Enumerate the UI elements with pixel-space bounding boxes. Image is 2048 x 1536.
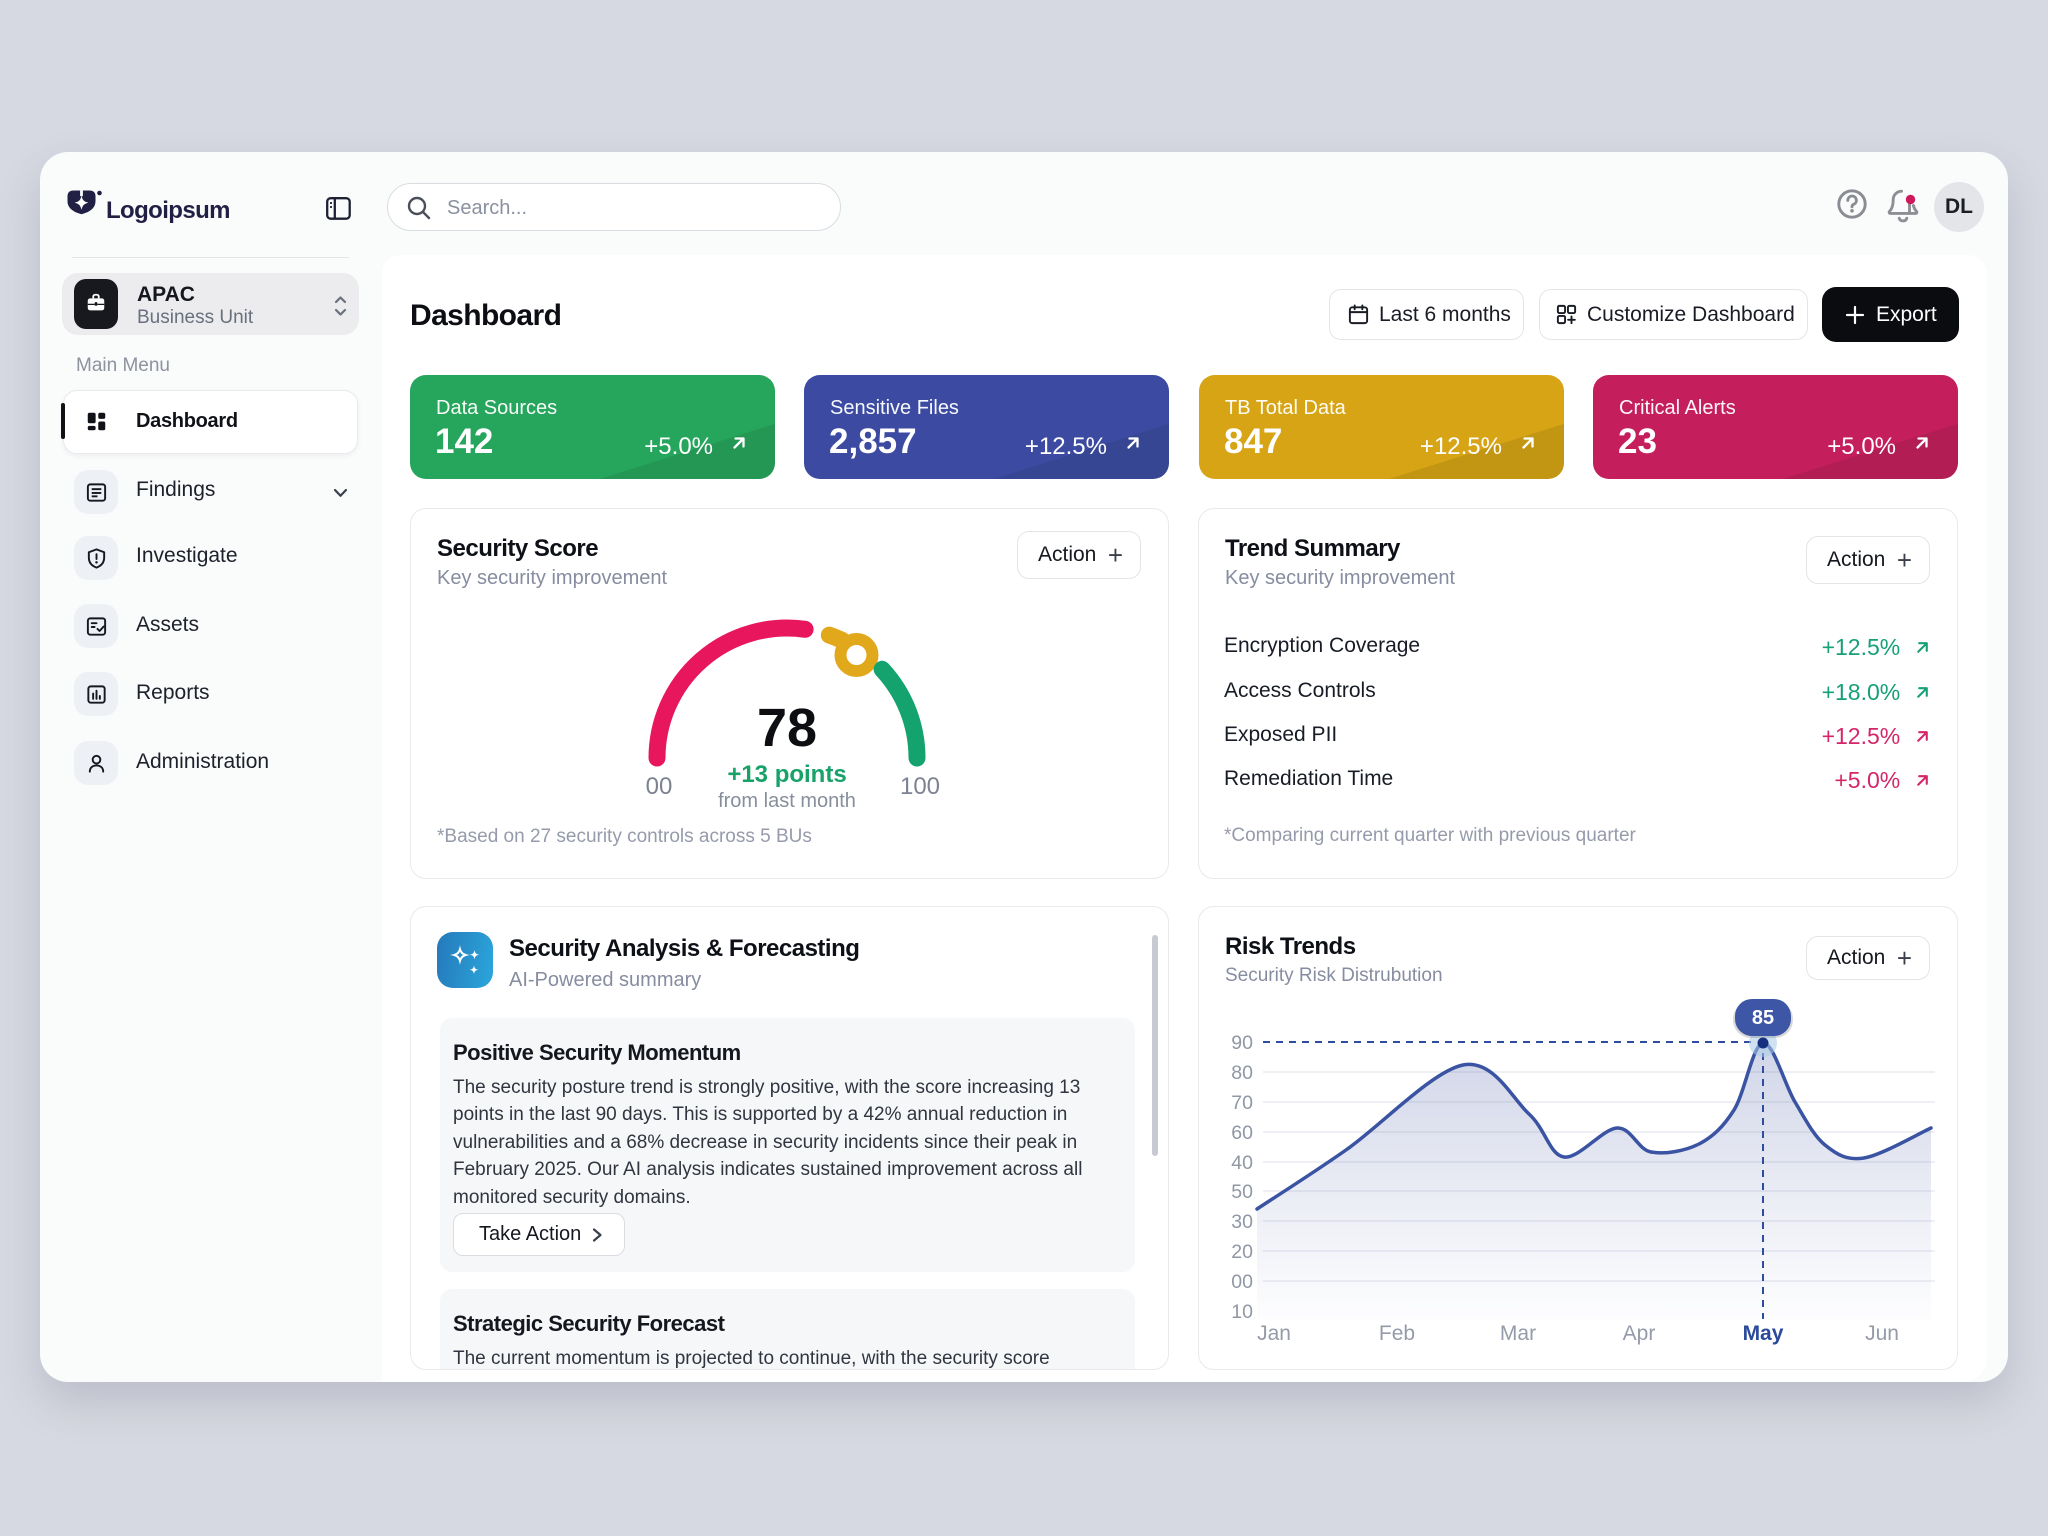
svg-text:Apr: Apr [1623, 1322, 1656, 1345]
svg-text:50: 50 [1231, 1181, 1253, 1203]
svg-text:Mar: Mar [1500, 1322, 1536, 1345]
svg-text:90: 90 [1231, 1032, 1253, 1054]
svg-text:Feb: Feb [1379, 1322, 1415, 1345]
svg-text:00: 00 [1231, 1271, 1253, 1293]
svg-text:Jun: Jun [1865, 1322, 1899, 1345]
svg-text:Jan: Jan [1257, 1322, 1291, 1345]
svg-text:May: May [1743, 1322, 1784, 1345]
svg-text:10: 10 [1231, 1301, 1253, 1323]
svg-text:40: 40 [1231, 1152, 1253, 1174]
svg-text:80: 80 [1231, 1062, 1253, 1084]
svg-text:60: 60 [1231, 1122, 1253, 1144]
svg-text:30: 30 [1231, 1211, 1253, 1233]
svg-text:20: 20 [1231, 1241, 1253, 1263]
svg-text:70: 70 [1231, 1092, 1253, 1114]
svg-text:85: 85 [1752, 1007, 1774, 1029]
